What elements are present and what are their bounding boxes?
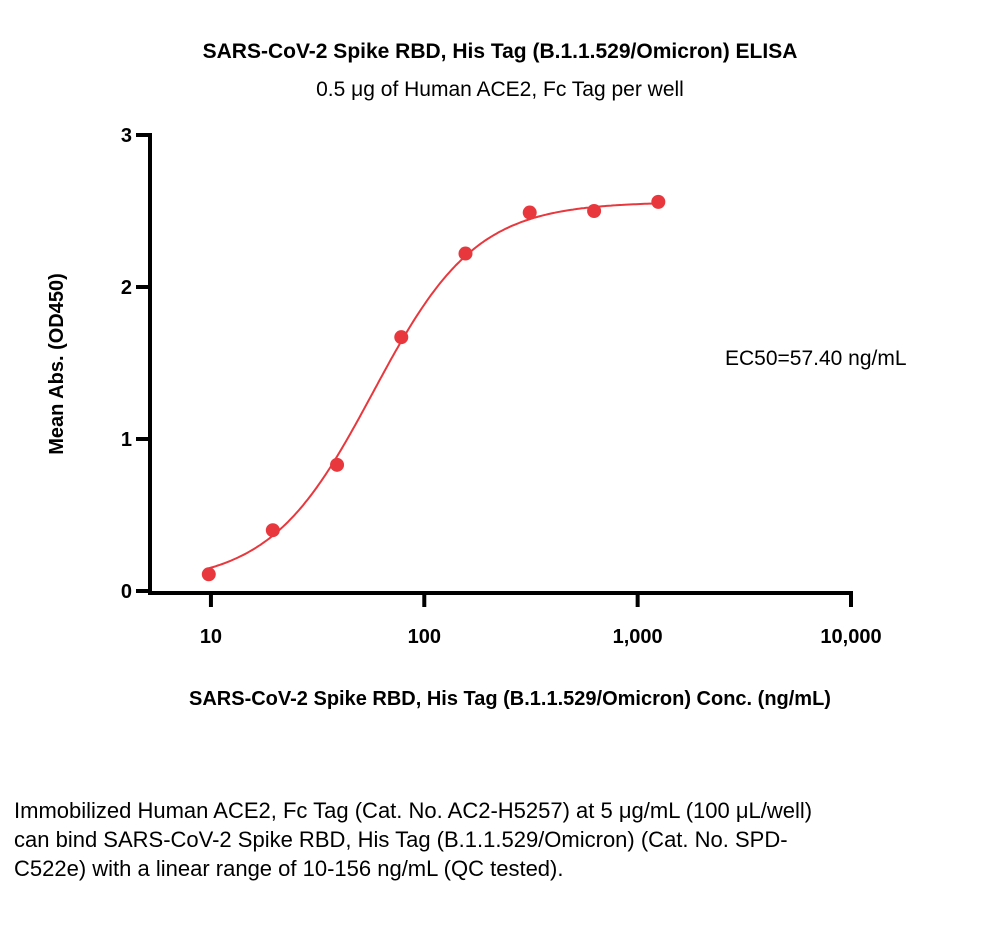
data-point [522,205,537,220]
data-point [651,194,666,209]
chart-subtitle: 0.5 μg of Human ACE2, Fc Tag per well [316,78,684,101]
elisa-chart: 0 1 2 3 10 100 1,000 10,000 Mean Abs. (OD450) S… [46,125,907,710]
chart-title: SARS-CoV-2 Spike RBD, His Tag (B.1.1.529… [202,40,798,63]
x-tick-label: 10 [200,626,222,648]
x-tick-label: 1,000 [613,626,663,648]
y-tick-label: 3 [121,125,132,147]
x-tick-label: 100 [408,626,441,648]
ec50-annotation: EC50=57.40 ng/mL [725,347,907,370]
x-axis-label: SARS-CoV-2 Spike RBD, His Tag (B.1.1.529… [189,688,831,710]
y-tick-label: 1 [121,429,132,451]
figure-caption: Immobilized Human ACE2, Fc Tag (Cat. No.… [14,798,813,881]
y-tick-label: 2 [121,277,132,299]
data-point [587,204,602,218]
data-point [458,246,473,261]
data-point [394,330,409,345]
y-tick-label: 0 [121,581,132,603]
fit-curve [208,202,659,570]
data-point [201,567,216,582]
x-tick-label: 10,000 [820,626,881,648]
data-point [265,523,280,538]
data-point [330,457,345,472]
y-axis-label: Mean Abs. (OD450) [46,273,68,455]
